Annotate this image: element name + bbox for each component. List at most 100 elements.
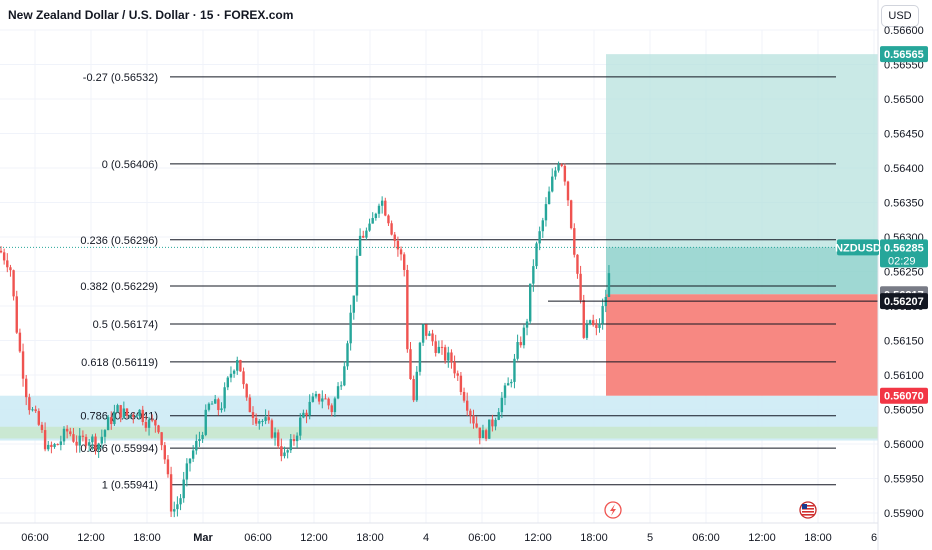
candle bbox=[384, 198, 386, 216]
y-tick-label: 0.56000 bbox=[884, 439, 924, 451]
candle bbox=[422, 324, 424, 346]
candle-body bbox=[431, 333, 433, 341]
candle bbox=[286, 449, 288, 458]
candle bbox=[223, 382, 225, 411]
candle-body bbox=[283, 453, 285, 457]
candle-body bbox=[375, 214, 377, 218]
candle-body bbox=[129, 415, 131, 416]
candle-body bbox=[315, 394, 317, 397]
candle bbox=[12, 270, 14, 301]
candle-body bbox=[60, 441, 62, 445]
candle bbox=[551, 168, 553, 192]
candle-body bbox=[529, 284, 531, 322]
candle-body bbox=[132, 415, 134, 417]
candle-body bbox=[72, 434, 74, 442]
candle-body bbox=[457, 373, 459, 375]
candle-body bbox=[387, 216, 389, 224]
candle bbox=[356, 249, 358, 302]
candle bbox=[50, 442, 52, 454]
candle-body bbox=[372, 218, 374, 224]
candle-body bbox=[268, 417, 270, 420]
candle bbox=[372, 212, 374, 224]
candle-body bbox=[516, 342, 518, 359]
long-position-tool[interactable] bbox=[606, 54, 878, 396]
candle-body bbox=[535, 243, 537, 266]
candle-body bbox=[479, 428, 481, 439]
candle bbox=[47, 441, 49, 451]
candle-body bbox=[538, 231, 540, 243]
candle-body bbox=[504, 385, 506, 397]
candle bbox=[343, 361, 345, 386]
price-tag-label: 0.56565 bbox=[884, 49, 924, 61]
candle bbox=[107, 415, 109, 430]
candle-body bbox=[82, 436, 84, 437]
candle-body bbox=[384, 201, 386, 216]
countdown-label: 02:29 bbox=[888, 255, 916, 267]
candle-body bbox=[38, 411, 40, 425]
candle-body bbox=[192, 450, 194, 458]
candle bbox=[63, 426, 65, 445]
fib-level-label: 0.382 (0.56229) bbox=[80, 281, 158, 293]
x-tick-label: 18:00 bbox=[580, 532, 608, 544]
candle bbox=[186, 458, 188, 486]
candle-body bbox=[16, 296, 18, 332]
candle bbox=[435, 335, 437, 357]
candle bbox=[538, 227, 540, 251]
y-tick-label: 0.56050 bbox=[884, 405, 924, 417]
candle-body bbox=[91, 437, 93, 443]
candle bbox=[394, 232, 396, 248]
stop-zone bbox=[606, 294, 878, 395]
candle bbox=[564, 164, 566, 186]
x-tick-label: 12:00 bbox=[524, 532, 552, 544]
candle bbox=[167, 455, 169, 478]
candle bbox=[598, 318, 600, 332]
candle bbox=[346, 341, 348, 370]
candle-body bbox=[104, 430, 106, 437]
candle bbox=[438, 341, 440, 354]
candle-body bbox=[312, 396, 314, 401]
candle-body bbox=[217, 399, 219, 410]
candle-body bbox=[183, 480, 185, 499]
candle-body bbox=[189, 459, 191, 464]
candle bbox=[236, 357, 238, 375]
candle-body bbox=[135, 416, 137, 417]
candle bbox=[390, 221, 392, 236]
candle-body bbox=[403, 254, 405, 270]
candle bbox=[359, 228, 361, 256]
x-tick-label: 12:00 bbox=[748, 532, 776, 544]
candle bbox=[173, 502, 175, 518]
candle-body bbox=[472, 416, 474, 424]
candle-body bbox=[176, 504, 178, 509]
y-tick-label: 0.56400 bbox=[884, 163, 924, 175]
candle bbox=[513, 354, 515, 388]
candle-body bbox=[233, 371, 235, 374]
candle bbox=[510, 379, 512, 387]
fib-level-label: -0.27 (0.56532) bbox=[83, 72, 158, 84]
candle-body bbox=[107, 417, 109, 430]
candle bbox=[406, 265, 408, 353]
candle-body bbox=[583, 300, 585, 338]
candle bbox=[387, 214, 389, 226]
candle bbox=[532, 259, 534, 292]
candle-body bbox=[441, 347, 443, 348]
candle-body bbox=[79, 436, 81, 446]
candle-body bbox=[302, 413, 304, 418]
candle-body bbox=[324, 398, 326, 399]
candle bbox=[450, 349, 452, 368]
candle-body bbox=[255, 418, 257, 424]
candle-body bbox=[463, 392, 465, 401]
candle bbox=[457, 371, 459, 381]
open-profit-zone bbox=[606, 247, 878, 294]
candle bbox=[362, 231, 364, 238]
candle bbox=[227, 376, 229, 390]
candle-body bbox=[151, 420, 153, 421]
candle-body bbox=[466, 401, 468, 411]
candle-body bbox=[542, 220, 544, 231]
candle-body bbox=[205, 410, 207, 435]
candle-body bbox=[444, 347, 446, 360]
candle-body bbox=[494, 420, 496, 427]
candle-body bbox=[160, 432, 162, 445]
candle bbox=[349, 305, 351, 351]
candle bbox=[179, 494, 181, 510]
